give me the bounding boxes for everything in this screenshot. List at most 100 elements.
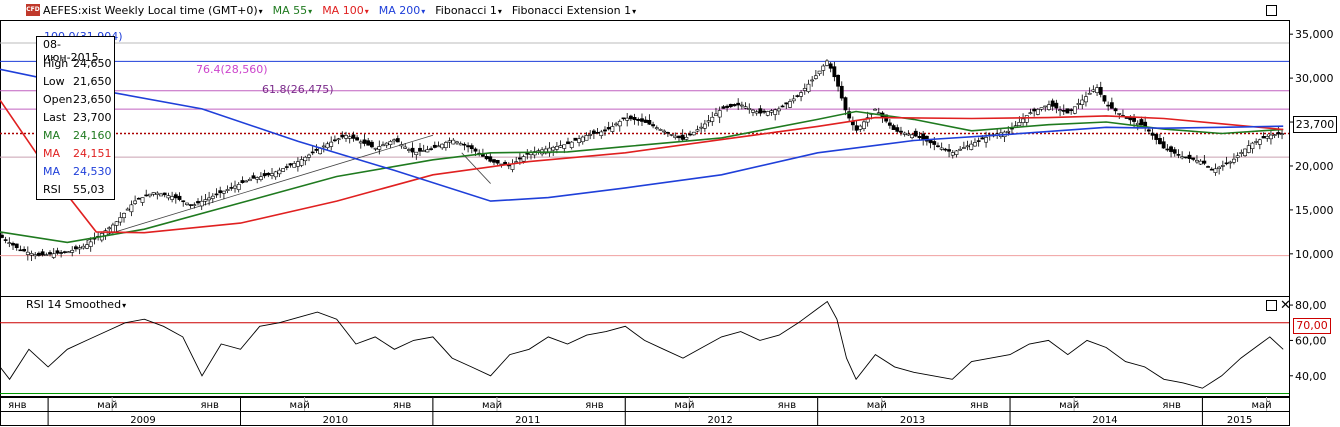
candle-body xyxy=(1146,129,1151,132)
candle-body xyxy=(936,145,940,148)
info-key: MA xyxy=(43,128,61,142)
candle-body xyxy=(1109,102,1114,109)
candle-body xyxy=(362,139,367,144)
maximize-rsi-panel-icon[interactable] xyxy=(1266,300,1277,311)
candle-body xyxy=(355,137,360,141)
info-key: Last xyxy=(43,110,66,124)
chevron-down-icon[interactable]: ▾ xyxy=(364,6,369,16)
ohlc-info-box: 08-июн-2015 High 24,650 Low 21,650 Open 23,65… xyxy=(36,36,115,200)
candle-body xyxy=(384,142,389,146)
candle-body xyxy=(762,110,766,113)
candle-body xyxy=(691,131,696,136)
candle-body xyxy=(1161,141,1166,149)
candle-body xyxy=(1246,145,1251,153)
candle-body xyxy=(817,70,822,75)
price-axis-label: 10,000 xyxy=(1295,248,1334,261)
price-axis-label: 30,000 xyxy=(1295,72,1334,85)
candle-body xyxy=(1195,160,1199,163)
candle-body xyxy=(458,143,463,146)
candle-body xyxy=(281,168,286,172)
candle-body xyxy=(1272,134,1277,136)
candle-body xyxy=(980,137,985,140)
candle-body xyxy=(517,157,522,160)
info-row: MA 24,160 xyxy=(37,126,114,144)
candle-body xyxy=(617,121,622,127)
candle-body xyxy=(832,66,837,78)
chevron-down-icon[interactable]: ▾ xyxy=(122,301,127,310)
candle-body xyxy=(233,185,237,189)
month-label: янв xyxy=(585,400,604,411)
candle-body xyxy=(1265,136,1270,139)
month-label: янв xyxy=(1162,400,1181,411)
info-key: Low xyxy=(43,74,65,88)
candle-body xyxy=(33,254,38,257)
candle-body xyxy=(48,252,52,255)
candle-body xyxy=(1183,156,1188,159)
candle-body xyxy=(1239,152,1244,154)
candle-body xyxy=(358,141,363,144)
candle-body xyxy=(111,224,115,233)
candle-body xyxy=(765,111,770,116)
candle-body xyxy=(344,135,348,139)
candle-body xyxy=(466,145,470,148)
candle-body xyxy=(395,138,400,143)
candle-body xyxy=(625,117,630,121)
candle-body xyxy=(577,138,581,143)
candle-body xyxy=(1102,95,1107,102)
instrument-title[interactable]: AEFES:xist Weekly Local time (GMT+0)▾ xyxy=(43,3,263,17)
price-axis-label: 20,000 xyxy=(1295,160,1334,173)
candle-body xyxy=(492,159,496,163)
candle-body xyxy=(973,142,977,147)
candle-body xyxy=(240,180,245,183)
chevron-down-icon[interactable]: ▾ xyxy=(308,6,313,16)
candle-body xyxy=(1058,109,1062,112)
chart-header: CFD AEFES:xist Weekly Local time (GMT+0)… xyxy=(0,0,646,20)
chevron-down-icon[interactable]: ▾ xyxy=(497,6,502,16)
candle-body xyxy=(107,227,112,230)
candle-body xyxy=(902,132,907,135)
chevron-down-icon[interactable]: ▾ xyxy=(258,6,263,16)
candle-body xyxy=(876,112,881,115)
info-row: MA 24,151 xyxy=(37,144,114,162)
candle-body xyxy=(728,103,733,108)
candle-body xyxy=(569,141,574,148)
candle-body xyxy=(566,141,570,145)
candle-body xyxy=(432,144,437,148)
candle-body xyxy=(62,251,67,253)
candle-body xyxy=(1169,146,1173,152)
candle-body xyxy=(913,130,918,137)
candle-body xyxy=(1017,122,1022,126)
ma100-legend[interactable]: MA 100▾ xyxy=(322,3,369,17)
candle-body xyxy=(255,177,260,180)
candle-body xyxy=(1150,132,1155,136)
candle-body xyxy=(114,221,119,226)
candle-body xyxy=(155,192,160,195)
info-date: 08-июн-2015 xyxy=(43,38,99,64)
candle-body xyxy=(680,134,685,140)
candle-body xyxy=(895,127,900,132)
candle-body xyxy=(921,133,926,140)
close-rsi-panel-icon[interactable]: ✕ xyxy=(1280,298,1291,313)
chevron-down-icon[interactable]: ▾ xyxy=(421,6,426,16)
maximize-price-panel-icon[interactable] xyxy=(1266,5,1277,16)
rsi-panel-title[interactable]: RSI 14 Smoothed▾ xyxy=(26,298,127,311)
chevron-down-icon[interactable]: ▾ xyxy=(632,6,637,16)
ma200-legend[interactable]: MA 200▾ xyxy=(378,3,426,17)
ma55-legend[interactable]: MA 55▾ xyxy=(272,3,313,17)
candle-body xyxy=(976,140,981,142)
month-label: янв xyxy=(200,400,219,411)
candle-body xyxy=(595,131,600,134)
candle-body xyxy=(1028,112,1033,115)
candle-body xyxy=(214,193,219,196)
candle-body xyxy=(329,141,334,147)
candle-body xyxy=(751,109,755,113)
fibonacci-legend[interactable]: Fibonacci 1▾ xyxy=(435,3,502,17)
candle-body xyxy=(392,139,396,142)
candle-body xyxy=(22,249,27,252)
candle-body xyxy=(85,244,89,249)
candle-body xyxy=(810,79,815,82)
candle-body xyxy=(932,141,937,145)
candle-body xyxy=(776,108,781,112)
fib-extension-legend[interactable]: Fibonacci Extension 1▾ xyxy=(511,3,637,17)
candle-body xyxy=(410,147,415,153)
